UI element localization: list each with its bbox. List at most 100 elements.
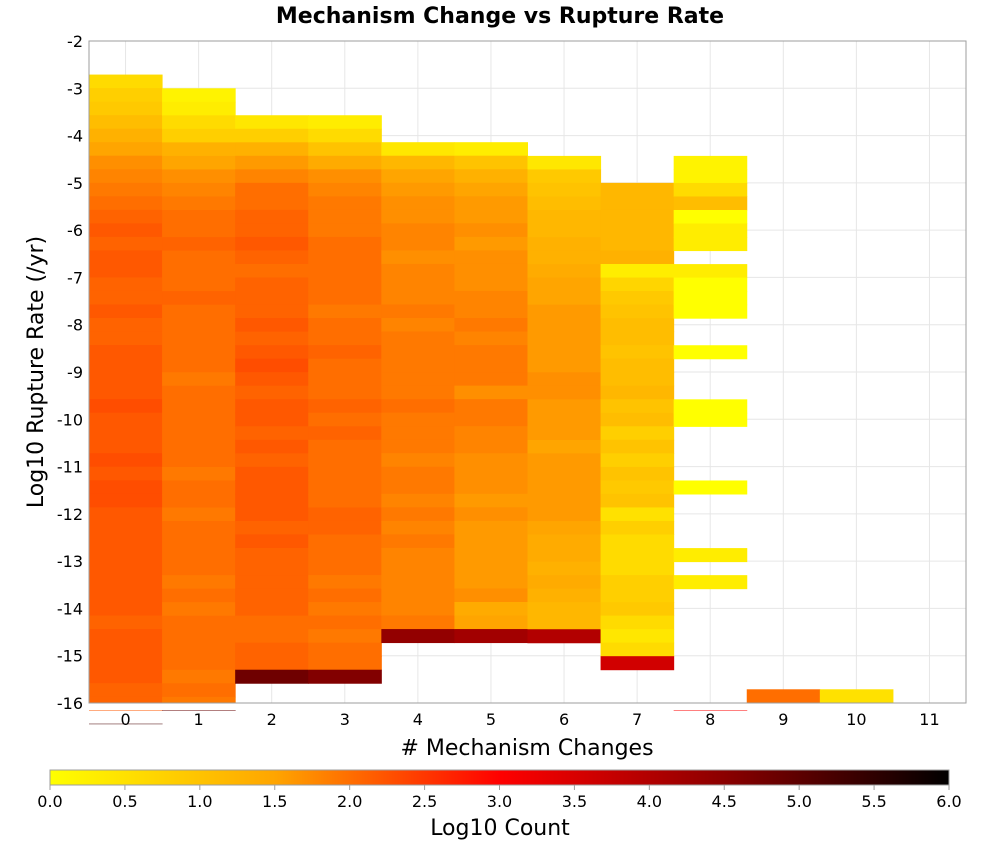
heatmap-cell xyxy=(235,182,309,197)
heatmap-cell xyxy=(89,656,163,671)
heatmap-cell xyxy=(308,520,382,535)
heatmap-cell xyxy=(162,237,236,252)
x-tick-label: 1 xyxy=(194,710,204,729)
heatmap-cell xyxy=(527,548,602,563)
colorbar-tick-label: 1.5 xyxy=(262,792,287,811)
heatmap-cell xyxy=(235,575,309,590)
heatmap-cell xyxy=(89,74,163,89)
heatmap-cell xyxy=(89,88,163,103)
heatmap-cell xyxy=(600,223,675,238)
heatmap-cell xyxy=(162,196,236,211)
heatmap-cell xyxy=(454,615,528,630)
y-axis-label: Log10 Rupture Rate (/yr) xyxy=(24,236,49,508)
heatmap-cell xyxy=(454,412,528,427)
heatmap-cell xyxy=(235,291,309,306)
heatmap-cell xyxy=(454,263,528,278)
heatmap-cell xyxy=(527,155,602,170)
heatmap-cell xyxy=(454,358,528,373)
heatmap-cell xyxy=(454,534,528,549)
heatmap-cell xyxy=(235,236,309,251)
heatmap-cell xyxy=(454,209,528,224)
heatmap-cell xyxy=(162,412,236,427)
heatmap-cell xyxy=(162,223,236,238)
heatmap-cell xyxy=(162,602,236,617)
heatmap-cell xyxy=(381,182,455,197)
colorbar xyxy=(49,769,950,786)
heatmap-cell xyxy=(89,696,163,704)
heatmap-cell xyxy=(89,331,163,346)
heatmap-cell xyxy=(381,142,455,157)
heatmap-cell xyxy=(162,683,236,698)
x-tick-label: 2 xyxy=(267,710,277,729)
heatmap-cell xyxy=(454,453,528,468)
heatmap-cell xyxy=(381,453,455,468)
heatmap-cell xyxy=(235,426,309,441)
heatmap-cell xyxy=(673,548,748,563)
heatmap-cell xyxy=(162,142,236,157)
heatmap-cell xyxy=(235,196,309,211)
heatmap-cell xyxy=(527,250,602,265)
heatmap-cell xyxy=(454,236,528,251)
colorbar-tick-label: 1.0 xyxy=(187,792,212,811)
heatmap-cell xyxy=(162,493,236,509)
heatmap-cell xyxy=(162,264,236,279)
colorbar-tick-label: 6.0 xyxy=(936,792,961,811)
heatmap-cell xyxy=(454,588,528,603)
heatmap-cell xyxy=(527,466,602,481)
colorbar-label: Log10 Count xyxy=(430,816,570,841)
heatmap-cell xyxy=(308,534,382,549)
heatmap-cell xyxy=(89,426,163,441)
heatmap-cell xyxy=(673,182,748,197)
x-axis-label: # Mechanism Changes xyxy=(400,736,653,761)
x-tick-label: 9 xyxy=(778,710,788,729)
heatmap-cell xyxy=(381,331,455,346)
heatmap-cell xyxy=(527,426,602,441)
heatmap-cell xyxy=(89,723,163,725)
heatmap-cell xyxy=(454,182,528,197)
heatmap-cell xyxy=(235,142,309,157)
heatmap-cell xyxy=(673,291,748,306)
heatmap-cell xyxy=(89,683,163,698)
heatmap-cell xyxy=(454,466,528,481)
heatmap-cell xyxy=(89,304,163,319)
heatmap-cell xyxy=(89,169,163,184)
heatmap-cell xyxy=(527,629,602,644)
heatmap-cell xyxy=(235,439,309,454)
heatmap-cell xyxy=(162,304,236,319)
heatmap-cell xyxy=(673,264,748,279)
x-tick-label: 6 xyxy=(559,710,569,729)
heatmap-cell xyxy=(308,480,382,495)
heatmap-cell xyxy=(600,642,675,657)
heatmap-cell xyxy=(454,290,528,305)
heatmap-cell xyxy=(162,399,236,414)
heatmap-cell xyxy=(600,480,675,495)
heatmap-cell xyxy=(89,615,163,630)
heatmap-cell xyxy=(235,345,309,360)
heatmap-cell xyxy=(454,561,528,576)
chart-title: Mechanism Change vs Rupture Rate xyxy=(276,4,724,29)
heatmap-cell xyxy=(381,588,455,603)
heatmap-cell xyxy=(162,277,236,292)
heatmap-cell xyxy=(527,318,602,333)
heatmap-cell xyxy=(381,223,455,238)
x-axis-ticks: 0 1 2 3 4 5 6 7 8 9 10 11 xyxy=(120,710,939,729)
heatmap-cell xyxy=(162,155,236,170)
heatmap-cell xyxy=(381,263,455,278)
heatmap-cell xyxy=(454,601,528,617)
heatmap-cell xyxy=(381,169,455,184)
heatmap-cell xyxy=(600,277,675,292)
heatmap-cell xyxy=(235,169,309,184)
heatmap-cell xyxy=(308,169,382,184)
heatmap-cell xyxy=(381,412,455,427)
heatmap-cell xyxy=(454,345,528,360)
heatmap-cell xyxy=(819,689,894,704)
heatmap-cell xyxy=(162,182,236,197)
heatmap-cell xyxy=(235,466,309,481)
heatmap-cell xyxy=(600,196,675,211)
colorbar-tick-label: 3.5 xyxy=(562,792,587,811)
heatmap-cell xyxy=(162,209,236,225)
heatmap-cell xyxy=(308,318,382,333)
heatmap-cell xyxy=(381,399,455,414)
heatmap-cell xyxy=(600,439,675,454)
heatmap-cell xyxy=(89,547,163,562)
